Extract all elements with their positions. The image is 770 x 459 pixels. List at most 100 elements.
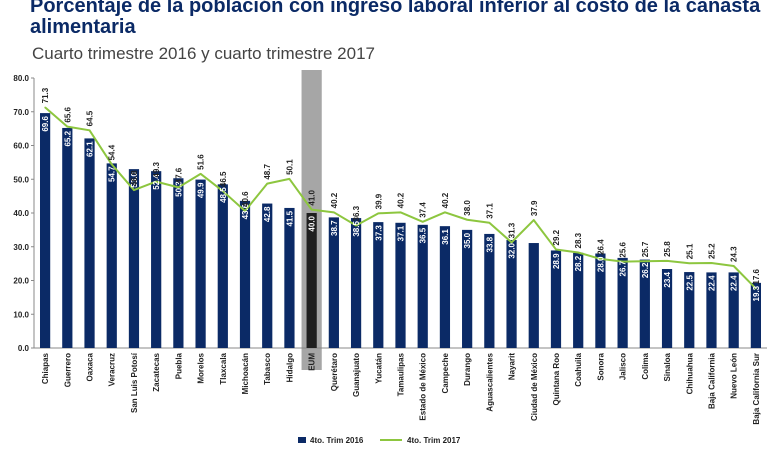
bar-2016 (550, 250, 562, 348)
bar-2016 (595, 253, 606, 348)
bar-label-2016: 19.3 (752, 285, 761, 301)
bar-label-2016: 52.4 (152, 174, 161, 190)
line-label-2017: 46.8 (130, 170, 139, 186)
bar-2016 (84, 138, 95, 348)
bar-label-2016: 28.0 (596, 256, 605, 272)
line-label-2017: 46.5 (219, 171, 228, 187)
category-label: Chihuahua (685, 352, 694, 394)
category-label: Sinaloa (663, 352, 672, 381)
category-label: Querétaro (330, 353, 339, 391)
line-label-2017: 64.5 (86, 110, 95, 126)
bar-label-2016: 22.4 (730, 275, 739, 291)
category-label: Morelos (197, 352, 206, 383)
bar-2016 (706, 272, 717, 348)
line-label-2017: 29.2 (552, 229, 561, 245)
bar-label-2016: 35.0 (463, 232, 472, 248)
category-label: Aguascalientes (485, 352, 494, 411)
bar-2016 (373, 222, 384, 348)
point-2017 (88, 129, 91, 132)
point-2017 (688, 262, 691, 265)
bar-2016 (528, 243, 539, 348)
point-2017 (310, 208, 313, 211)
line-label-2017: 37.9 (530, 200, 539, 216)
point-2017 (377, 212, 380, 215)
point-2017 (444, 211, 446, 214)
line-label-2017: 40.2 (441, 192, 450, 208)
line-label-2017: 47.6 (174, 167, 183, 183)
line-label-2017: 40.6 (241, 191, 250, 207)
bar-2016 (217, 184, 228, 348)
bar-2016 (462, 229, 473, 348)
line-label-2017: 50.1 (285, 159, 294, 175)
bar-label-2016: 28.9 (552, 253, 561, 269)
legend-swatch-2016 (298, 437, 306, 443)
category-label: Puebla (174, 352, 183, 379)
bar-2016 (62, 127, 73, 348)
point-2017 (532, 219, 535, 221)
bar-label-2016: 36.1 (441, 229, 450, 245)
line-label-2017: 48.7 (263, 164, 272, 180)
line-label-2017: 31.3 (508, 222, 517, 238)
bar-2016 (484, 233, 495, 348)
category-label: Ciudad de México (530, 353, 539, 421)
bar-label-2016: 42.8 (263, 206, 272, 222)
bar-label-2016: 22.4 (707, 275, 716, 291)
point-2017 (510, 241, 513, 244)
point-2017 (755, 287, 757, 290)
line-label-2017: 37.1 (485, 203, 494, 219)
point-2017 (732, 265, 735, 267)
bar-label-2016: 26.2 (641, 262, 650, 278)
bar-2016 (106, 163, 117, 348)
line-label-2017: 25.7 (641, 241, 650, 257)
category-label: San Luis Potosí (130, 352, 139, 413)
line-label-2017: 39.9 (374, 193, 383, 209)
point-2017 (555, 248, 557, 251)
bar-label-2016: 38.7 (330, 220, 339, 236)
bar-2016 (506, 240, 517, 348)
line-label-2017: 37.4 (419, 202, 428, 218)
category-label: Nuevo León (730, 353, 739, 399)
bar-2016 (128, 169, 140, 348)
point-2017 (644, 260, 646, 263)
point-2017 (466, 218, 468, 221)
line-label-2017: 36.3 (352, 205, 361, 221)
point-2017 (177, 186, 180, 189)
line-label-2017: 28.3 (574, 232, 583, 248)
bar-2016 (439, 226, 451, 348)
y-tick-label: 80.0 (13, 74, 29, 83)
category-label: Tlaxcala (219, 352, 228, 384)
category-label: Oaxaca (86, 352, 95, 381)
category-label: Tabasco (263, 353, 272, 385)
bar-2016 (750, 282, 762, 348)
line-label-2017: 41.0 (308, 190, 317, 206)
y-tick-label: 30.0 (13, 243, 29, 252)
bar-label-2016: 62.1 (86, 141, 95, 157)
point-2017 (599, 258, 602, 260)
bar-label-2016: 49.9 (197, 182, 206, 198)
category-label: Nayarit (508, 353, 517, 380)
category-label: Zacatecas (152, 352, 161, 391)
line-label-2017: 38.0 (463, 200, 472, 216)
category-label: Coahuila (574, 352, 583, 386)
category-label: Guanajuato (352, 353, 361, 397)
line-label-2017: 17.6 (752, 268, 761, 284)
category-label: Chiapas (41, 352, 50, 384)
bar-2016 (195, 179, 206, 348)
bar-2016 (639, 259, 650, 348)
category-label: Veracruz (108, 353, 117, 386)
y-tick-label: 10.0 (13, 310, 29, 319)
category-label: Tamaulipas (397, 352, 406, 396)
category-label: Colima (641, 352, 650, 379)
line-label-2017: 40.2 (330, 192, 339, 208)
category-label: Baja California (707, 352, 716, 409)
bar-2016 (173, 178, 184, 348)
bar-2016 (684, 272, 695, 348)
bar-label-2016: 43.6 (241, 203, 250, 219)
bar-2016 (661, 269, 673, 348)
bar-2016 (39, 113, 51, 348)
point-2017 (666, 260, 668, 262)
line-label-2017: 65.6 (63, 106, 72, 122)
legend-label-2016: 4to. Trim 2016 (310, 436, 364, 445)
chart-title: Porcentaje de la población con ingreso l… (30, 0, 761, 38)
